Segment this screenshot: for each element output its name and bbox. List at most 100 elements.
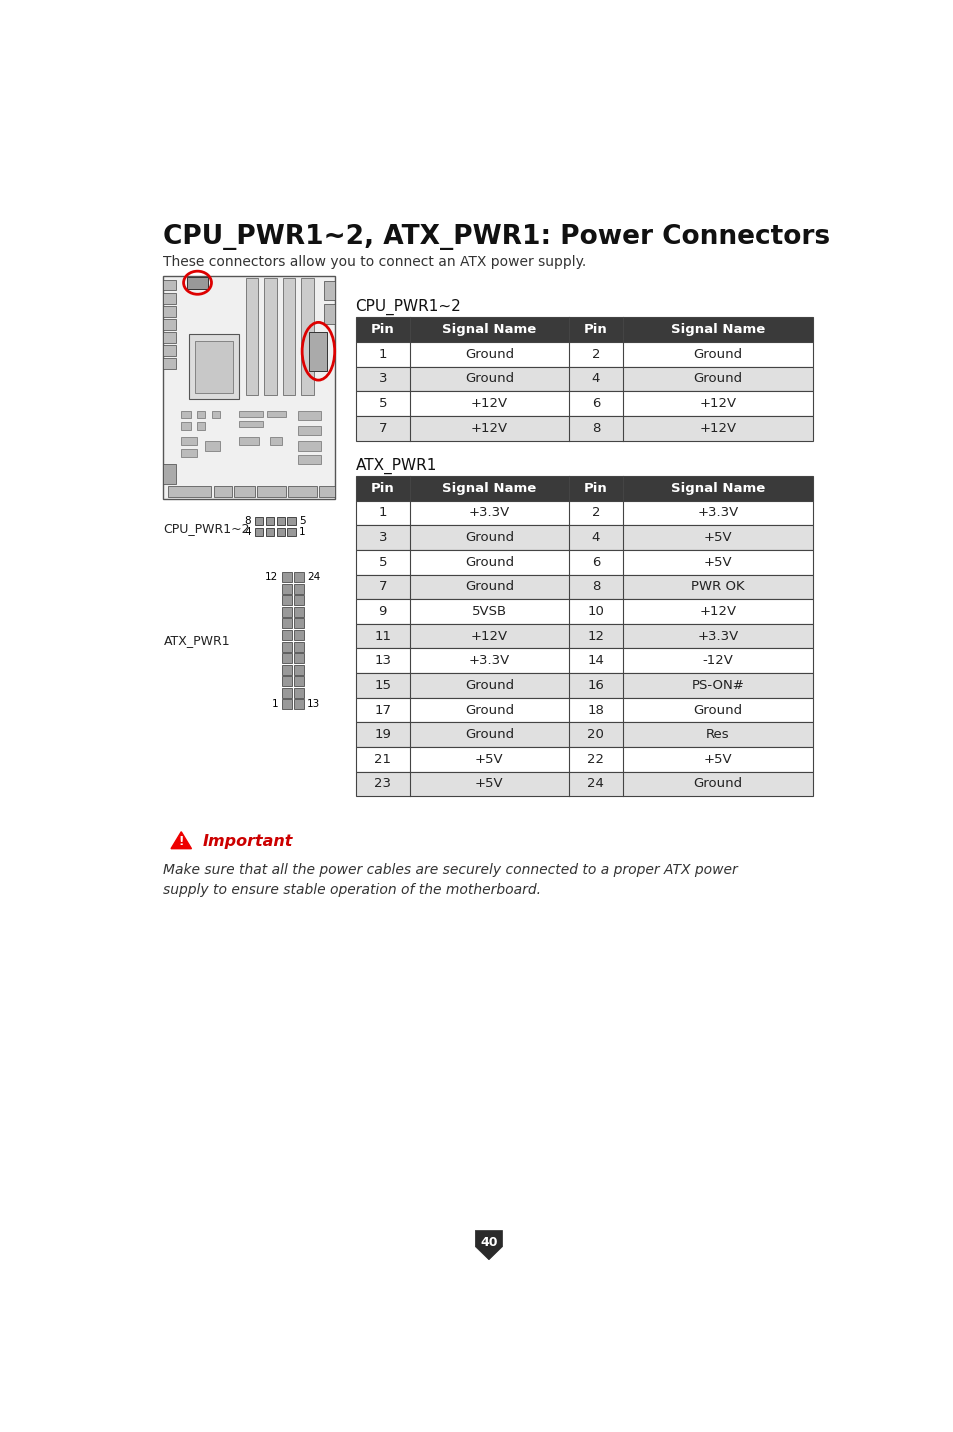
Bar <box>270 438 282 445</box>
Bar <box>355 649 812 673</box>
Bar <box>297 411 320 420</box>
Bar <box>282 573 292 583</box>
Text: +5V: +5V <box>475 753 503 766</box>
Text: 18: 18 <box>587 703 603 716</box>
Text: Ground: Ground <box>464 531 514 544</box>
Text: CPU_PWR1~2: CPU_PWR1~2 <box>163 523 250 536</box>
Text: 14: 14 <box>587 654 603 667</box>
Bar <box>355 574 812 599</box>
Text: !: ! <box>178 835 184 848</box>
Text: 6: 6 <box>591 556 599 569</box>
Bar <box>163 358 175 369</box>
Text: 8: 8 <box>591 422 599 435</box>
Bar <box>266 517 274 526</box>
Bar <box>276 527 285 536</box>
Text: Ground: Ground <box>693 348 741 361</box>
Bar <box>297 425 320 435</box>
Text: 10: 10 <box>587 604 603 619</box>
Text: 24: 24 <box>307 573 319 583</box>
Bar <box>294 664 303 674</box>
Bar <box>294 653 303 663</box>
Text: Ground: Ground <box>693 778 741 790</box>
Bar <box>294 630 303 640</box>
Text: +12V: +12V <box>699 397 736 410</box>
Bar <box>282 630 292 640</box>
Text: 19: 19 <box>374 729 391 742</box>
Bar <box>195 341 233 392</box>
Text: PS-ON#: PS-ON# <box>691 679 743 692</box>
Text: Signal Name: Signal Name <box>442 481 536 495</box>
Bar <box>355 722 812 748</box>
Bar <box>297 455 320 464</box>
Text: +12V: +12V <box>699 422 736 435</box>
Bar <box>254 527 263 536</box>
Bar <box>297 441 320 451</box>
Bar <box>282 653 292 663</box>
Text: Ground: Ground <box>464 703 514 716</box>
Text: 40: 40 <box>479 1236 497 1249</box>
Bar <box>282 699 292 709</box>
Bar <box>282 278 294 395</box>
Bar <box>212 411 220 418</box>
Bar <box>282 664 292 674</box>
Text: Ground: Ground <box>464 679 514 692</box>
Bar <box>282 619 292 629</box>
Text: 3: 3 <box>378 531 387 544</box>
Bar <box>163 332 175 342</box>
Bar <box>163 464 175 484</box>
Text: 24: 24 <box>587 778 603 790</box>
Text: Ground: Ground <box>464 580 514 593</box>
Text: Ground: Ground <box>464 348 514 361</box>
Bar <box>294 607 303 617</box>
Text: 3: 3 <box>378 372 387 385</box>
Text: 15: 15 <box>374 679 391 692</box>
Bar <box>257 485 286 497</box>
Text: +5V: +5V <box>475 778 503 790</box>
Text: 5: 5 <box>378 556 387 569</box>
Text: Pin: Pin <box>371 324 395 337</box>
Text: 4: 4 <box>244 527 251 537</box>
Text: Ground: Ground <box>464 729 514 742</box>
Bar <box>294 584 303 594</box>
Bar <box>254 517 263 526</box>
Bar <box>294 699 303 709</box>
Bar <box>309 332 327 371</box>
Bar <box>282 687 292 697</box>
Text: Pin: Pin <box>371 481 395 495</box>
Bar <box>294 596 303 606</box>
Text: 11: 11 <box>374 630 391 643</box>
Text: 1: 1 <box>378 507 387 520</box>
Text: 5: 5 <box>378 397 387 410</box>
Bar <box>239 438 258 445</box>
Text: 5: 5 <box>298 516 305 526</box>
Bar <box>355 624 812 649</box>
Bar <box>287 517 295 526</box>
Bar <box>294 676 303 686</box>
Text: +3.3V: +3.3V <box>468 507 510 520</box>
Bar <box>187 278 208 289</box>
Text: 22: 22 <box>587 753 604 766</box>
Text: +12V: +12V <box>470 397 507 410</box>
Text: CPU_PWR1~2, ATX_PWR1: Power Connectors: CPU_PWR1~2, ATX_PWR1: Power Connectors <box>163 225 830 251</box>
Bar <box>288 485 316 497</box>
Bar <box>245 278 257 395</box>
Text: 13: 13 <box>307 699 319 709</box>
Bar <box>282 596 292 606</box>
Bar <box>287 527 295 536</box>
Bar <box>204 441 220 451</box>
Text: +5V: +5V <box>703 556 732 569</box>
Bar <box>355 475 812 501</box>
Text: 2: 2 <box>591 348 599 361</box>
Text: Res: Res <box>705 729 729 742</box>
Bar <box>294 573 303 583</box>
Text: 4: 4 <box>591 372 599 385</box>
Bar <box>163 279 175 291</box>
Text: 12: 12 <box>587 630 604 643</box>
Text: ATX_PWR1: ATX_PWR1 <box>163 634 230 647</box>
Bar <box>301 278 314 395</box>
Bar <box>239 421 262 427</box>
Bar <box>355 772 812 796</box>
Bar <box>282 584 292 594</box>
Bar <box>163 292 175 304</box>
Text: Ground: Ground <box>464 556 514 569</box>
